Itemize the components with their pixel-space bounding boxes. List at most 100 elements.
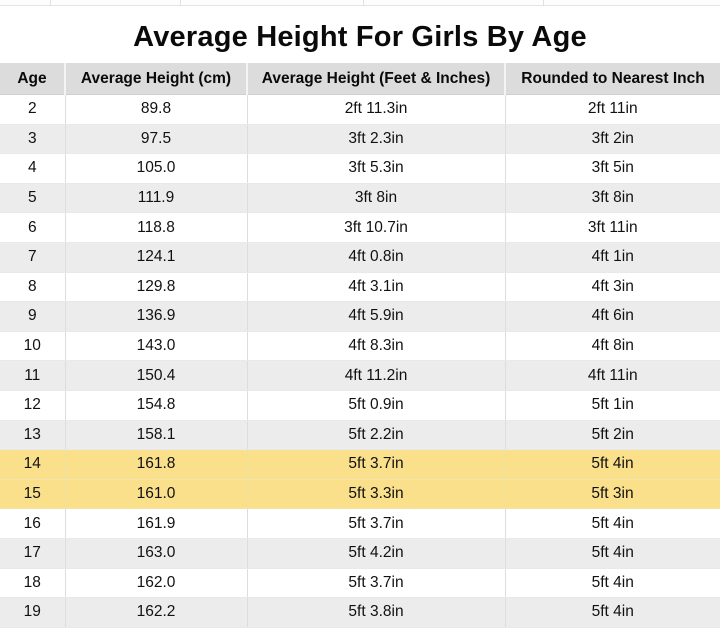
cell-age: 5 bbox=[0, 183, 66, 214]
page-title: Average Height For Girls By Age bbox=[133, 21, 587, 53]
cell-rounded: 4ft 3in bbox=[505, 272, 720, 303]
cell-rounded: 5ft 1in bbox=[505, 390, 720, 421]
cell-feet-inches: 4ft 0.8in bbox=[247, 242, 506, 273]
cell-cm: 162.2 bbox=[65, 597, 248, 628]
cell-cm: 143.0 bbox=[65, 331, 248, 362]
cell-cm: 129.8 bbox=[65, 272, 248, 303]
cell-age: 10 bbox=[0, 331, 66, 362]
table-row-age-5: 5 111.9 3ft 8in 3ft 8in bbox=[0, 183, 720, 214]
column-header-cm: Average Height (cm) bbox=[65, 63, 248, 95]
table-row-age-19: 19 162.2 5ft 3.8in 5ft 4in bbox=[0, 597, 720, 628]
cell-cm: 111.9 bbox=[65, 183, 248, 214]
cell-age: 11 bbox=[0, 360, 66, 391]
cell-age: 8 bbox=[0, 272, 66, 303]
table-header-row: Age Average Height (cm) Average Height (Fe… bbox=[0, 63, 720, 95]
table-row-age-16: 16 161.9 5ft 3.7in 5ft 4in bbox=[0, 508, 720, 539]
cell-feet-inches: 5ft 3.7in bbox=[247, 508, 506, 539]
cell-rounded: 5ft 4in bbox=[505, 508, 720, 539]
cell-rounded: 5ft 4in bbox=[505, 538, 720, 569]
cell-rounded: 5ft 3in bbox=[505, 479, 720, 510]
cell-cm: 161.9 bbox=[65, 508, 248, 539]
table-row-age-11: 11 150.4 4ft 11.2in 4ft 11in bbox=[0, 360, 720, 391]
cell-age: 7 bbox=[0, 242, 66, 273]
cell-cm: 150.4 bbox=[65, 360, 248, 391]
cell-rounded: 5ft 4in bbox=[505, 597, 720, 628]
cropped-row-remnant bbox=[0, 0, 720, 6]
table-row-age-17: 17 163.0 5ft 4.2in 5ft 4in bbox=[0, 538, 720, 569]
column-header-rounded: Rounded to Nearest Inch bbox=[505, 63, 720, 95]
cell-rounded: 3ft 5in bbox=[505, 153, 720, 184]
table-row-age-3: 3 97.5 3ft 2.3in 3ft 2in bbox=[0, 124, 720, 155]
grid-line bbox=[363, 0, 364, 5]
cell-feet-inches: 3ft 5.3in bbox=[247, 153, 506, 184]
cell-feet-inches: 4ft 5.9in bbox=[247, 301, 506, 332]
table-row-age-7: 7 124.1 4ft 0.8in 4ft 1in bbox=[0, 242, 720, 273]
cell-cm: 162.0 bbox=[65, 568, 248, 599]
cell-feet-inches: 3ft 10.7in bbox=[247, 212, 506, 243]
cell-rounded: 5ft 4in bbox=[505, 449, 720, 480]
cell-rounded: 3ft 8in bbox=[505, 183, 720, 214]
cell-rounded: 5ft 2in bbox=[505, 420, 720, 451]
cell-feet-inches: 2ft 11.3in bbox=[247, 94, 506, 125]
height-table: Age Average Height (cm) Average Height (Fe… bbox=[0, 63, 720, 628]
cell-age: 16 bbox=[0, 508, 66, 539]
cell-cm: 89.8 bbox=[65, 94, 248, 125]
cell-age: 18 bbox=[0, 568, 66, 599]
table-row-age-15: 15 161.0 5ft 3.3in 5ft 3in bbox=[0, 479, 720, 510]
table-body: 2 89.8 2ft 11.3in 2ft 11in 3 97.5 3ft 2.3in 3ft… bbox=[0, 94, 720, 628]
table-row-age-8: 8 129.8 4ft 3.1in 4ft 3in bbox=[0, 272, 720, 303]
cell-age: 9 bbox=[0, 301, 66, 332]
cell-feet-inches: 4ft 8.3in bbox=[247, 331, 506, 362]
cell-feet-inches: 5ft 2.2in bbox=[247, 420, 506, 451]
cell-rounded: 4ft 6in bbox=[505, 301, 720, 332]
grid-line bbox=[50, 0, 51, 5]
cell-rounded: 4ft 11in bbox=[505, 360, 720, 391]
column-header-feet-inches: Average Height (Feet & Inches) bbox=[247, 63, 506, 95]
table-row-age-12: 12 154.8 5ft 0.9in 5ft 1in bbox=[0, 390, 720, 421]
cell-cm: 97.5 bbox=[65, 124, 248, 155]
cell-cm: 154.8 bbox=[65, 390, 248, 421]
cell-feet-inches: 5ft 3.7in bbox=[247, 568, 506, 599]
table-row-age-9: 9 136.9 4ft 5.9in 4ft 6in bbox=[0, 301, 720, 332]
cell-feet-inches: 3ft 2.3in bbox=[247, 124, 506, 155]
table-row-age-10: 10 143.0 4ft 8.3in 4ft 8in bbox=[0, 331, 720, 362]
cell-feet-inches: 4ft 3.1in bbox=[247, 272, 506, 303]
cell-rounded: 4ft 1in bbox=[505, 242, 720, 273]
table-row-age-14: 14 161.8 5ft 3.7in 5ft 4in bbox=[0, 449, 720, 480]
cell-feet-inches: 5ft 3.7in bbox=[247, 449, 506, 480]
cell-age: 3 bbox=[0, 124, 66, 155]
cell-cm: 163.0 bbox=[65, 538, 248, 569]
cell-cm: 118.8 bbox=[65, 212, 248, 243]
cell-cm: 124.1 bbox=[65, 242, 248, 273]
table-row-age-2: 2 89.8 2ft 11.3in 2ft 11in bbox=[0, 94, 720, 125]
cell-age: 6 bbox=[0, 212, 66, 243]
cell-cm: 161.8 bbox=[65, 449, 248, 480]
grid-line bbox=[543, 0, 544, 5]
cell-feet-inches: 4ft 11.2in bbox=[247, 360, 506, 391]
table-row-age-4: 4 105.0 3ft 5.3in 3ft 5in bbox=[0, 153, 720, 184]
cell-rounded: 4ft 8in bbox=[505, 331, 720, 362]
cell-age: 4 bbox=[0, 153, 66, 184]
table-row-age-6: 6 118.8 3ft 10.7in 3ft 11in bbox=[0, 212, 720, 243]
grid-line bbox=[180, 0, 181, 5]
cell-rounded: 3ft 11in bbox=[505, 212, 720, 243]
cell-age: 12 bbox=[0, 390, 66, 421]
cell-age: 17 bbox=[0, 538, 66, 569]
cell-rounded: 5ft 4in bbox=[505, 568, 720, 599]
table-row-age-18: 18 162.0 5ft 3.7in 5ft 4in bbox=[0, 568, 720, 599]
cell-age: 13 bbox=[0, 420, 66, 451]
column-header-age: Age bbox=[0, 63, 66, 95]
table-row-age-13: 13 158.1 5ft 2.2in 5ft 2in bbox=[0, 420, 720, 451]
cell-feet-inches: 5ft 3.8in bbox=[247, 597, 506, 628]
cell-rounded: 2ft 11in bbox=[505, 94, 720, 125]
cell-feet-inches: 5ft 4.2in bbox=[247, 538, 506, 569]
cell-cm: 136.9 bbox=[65, 301, 248, 332]
cell-cm: 158.1 bbox=[65, 420, 248, 451]
cell-feet-inches: 5ft 3.3in bbox=[247, 479, 506, 510]
cell-age: 14 bbox=[0, 449, 66, 480]
cell-rounded: 3ft 2in bbox=[505, 124, 720, 155]
cell-age: 19 bbox=[0, 597, 66, 628]
cell-age: 2 bbox=[0, 94, 66, 125]
cell-cm: 161.0 bbox=[65, 479, 248, 510]
